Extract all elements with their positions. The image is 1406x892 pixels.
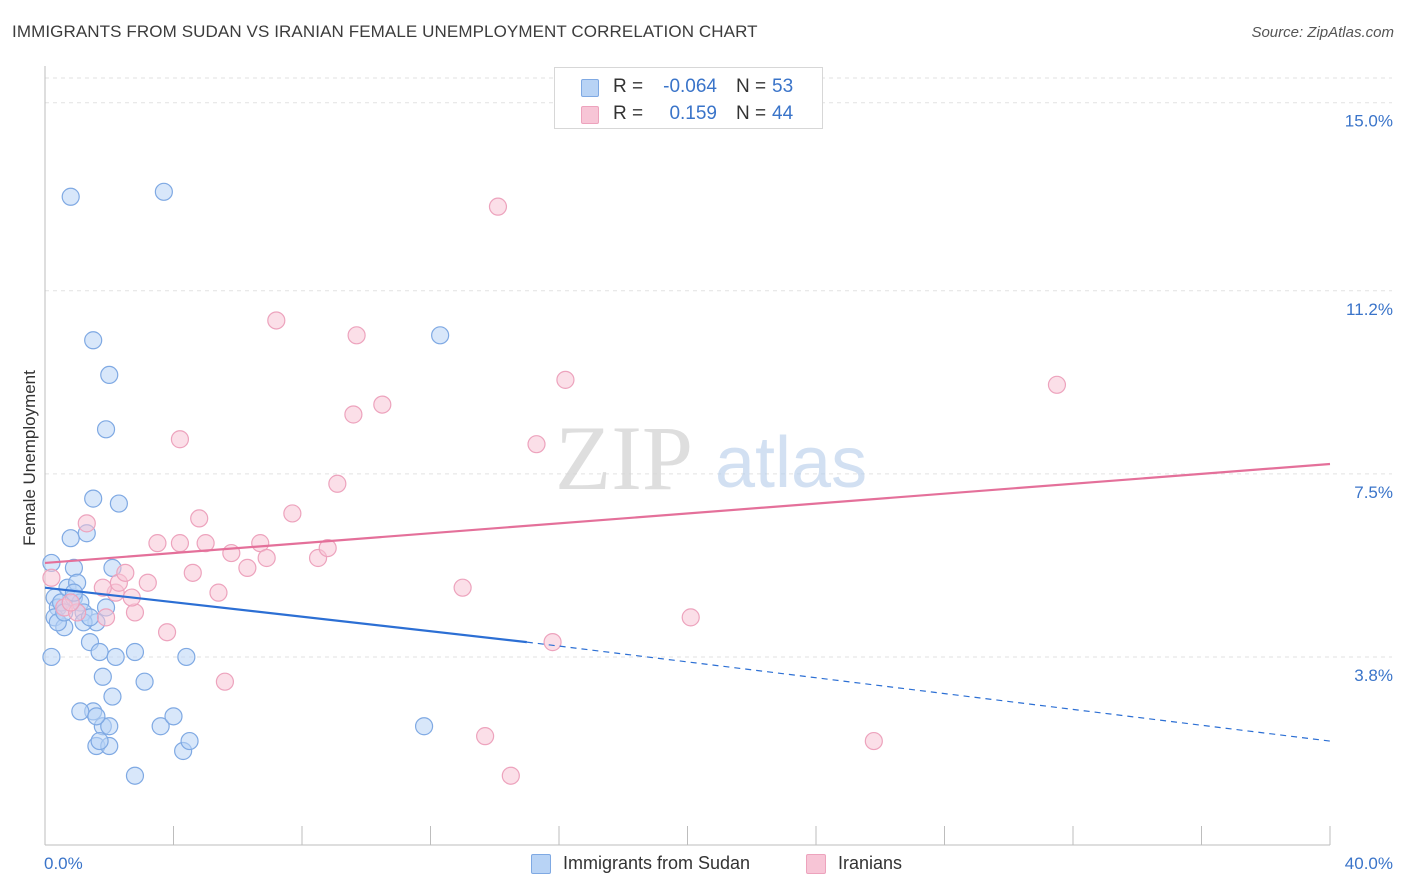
data-point-iranians xyxy=(183,563,202,582)
data-point-sudan xyxy=(154,182,173,201)
data-point-sudan xyxy=(96,420,116,439)
data-point-sudan xyxy=(125,766,145,785)
watermark: ZIP atlas xyxy=(555,407,867,509)
y-tick-label: 15.0% xyxy=(1345,112,1393,131)
data-point-iranians xyxy=(61,593,80,612)
trend-line-iranians xyxy=(44,462,1331,565)
chart-title: IMMIGRANTS FROM SUDAN VS IRANIAN FEMALE … xyxy=(12,22,758,41)
data-point-sudan xyxy=(100,365,119,385)
x-tick-label: 40.0% xyxy=(1345,854,1393,873)
data-point-sudan xyxy=(84,331,103,350)
data-point-iranians xyxy=(864,731,883,751)
data-point-iranians xyxy=(170,430,190,449)
data-point-sudan xyxy=(164,707,183,726)
data-point-iranians xyxy=(681,608,700,627)
bottom-legend-iranians: Iranians xyxy=(806,852,946,876)
data-point-iranians xyxy=(318,538,337,558)
data-point-sudan xyxy=(106,647,125,667)
data-point-iranians xyxy=(488,197,508,216)
data-point-iranians xyxy=(501,766,520,785)
n-label: N = xyxy=(736,103,767,124)
data-point-iranians xyxy=(215,672,234,691)
data-point-sudan xyxy=(87,707,106,726)
data-point-sudan xyxy=(61,529,80,548)
data-point-sudan xyxy=(125,642,145,662)
trend-layer xyxy=(44,462,1331,742)
data-point-sudan xyxy=(103,687,122,706)
legend-label-sudan: Immigrants from Sudan xyxy=(563,853,751,873)
legend-label-iranians: Iranians xyxy=(838,853,903,873)
r-value: -0.064 xyxy=(663,76,717,97)
data-point-iranians xyxy=(190,509,209,528)
r-value: 0.159 xyxy=(669,103,717,124)
data-point-iranians xyxy=(476,727,495,746)
x-tick-label: 0.0% xyxy=(44,854,83,873)
y-tick-label: 7.5% xyxy=(1354,483,1393,502)
n-value: 53 xyxy=(772,76,794,97)
points-layer xyxy=(42,182,1067,785)
data-point-iranians xyxy=(543,633,562,652)
tick-label-layer: 3.8% 7.5% 11.2% 15.0% 0.0% 40.0% xyxy=(44,112,1393,873)
data-point-iranians xyxy=(77,514,96,533)
data-point-iranians xyxy=(170,534,190,553)
bottom-legend-sudan: Immigrants from Sudan xyxy=(531,852,791,876)
data-point-iranians xyxy=(125,603,145,622)
data-point-iranians xyxy=(373,395,392,414)
n-value: 44 xyxy=(772,103,794,124)
data-point-sudan xyxy=(177,647,196,667)
data-point-sudan xyxy=(61,187,80,206)
data-point-sudan xyxy=(84,489,103,508)
watermark-atlas: atlas xyxy=(715,423,867,503)
data-point-iranians xyxy=(283,504,302,523)
legend-swatch-sudan xyxy=(581,79,599,97)
data-point-iranians xyxy=(556,370,575,389)
data-point-iranians xyxy=(96,608,116,627)
n-label: N = xyxy=(736,76,767,97)
data-point-iranians xyxy=(93,578,112,597)
axes-layer xyxy=(44,66,1331,846)
data-point-iranians xyxy=(267,311,286,330)
data-point-sudan xyxy=(93,667,112,686)
data-point-iranians xyxy=(328,474,347,493)
y-tick-label: 3.8% xyxy=(1354,666,1393,685)
data-point-sudan xyxy=(414,717,434,736)
data-point-sudan xyxy=(90,642,109,662)
y-tick-label: 11.2% xyxy=(1346,300,1393,319)
legend-swatch-iranians xyxy=(806,854,826,874)
correlation-legend: R = -0.064 N = 53 R = 0.159 N = 44 xyxy=(554,67,823,129)
data-point-iranians xyxy=(453,578,472,597)
data-point-iranians xyxy=(157,623,177,642)
data-point-iranians xyxy=(138,573,157,592)
data-point-iranians xyxy=(42,568,61,587)
data-point-iranians xyxy=(1047,375,1067,394)
data-point-iranians xyxy=(347,326,366,345)
data-point-iranians xyxy=(257,548,276,568)
data-point-sudan xyxy=(109,494,128,513)
data-point-sudan xyxy=(431,326,450,345)
legend-swatch-iranians xyxy=(581,106,599,124)
legend-row-sudan: R = -0.064 N = 53 xyxy=(555,75,824,101)
data-point-sudan xyxy=(180,731,199,751)
trend-line-sudan xyxy=(44,586,527,644)
data-point-iranians xyxy=(209,583,228,602)
data-point-iranians xyxy=(344,405,363,424)
data-point-iranians xyxy=(527,435,546,454)
data-point-sudan xyxy=(151,717,170,736)
data-point-sudan xyxy=(90,731,109,751)
data-point-sudan xyxy=(42,647,61,667)
watermark-zip: ZIP xyxy=(555,407,693,509)
data-point-sudan xyxy=(100,717,119,736)
r-label: R = xyxy=(613,76,644,97)
r-label: R = xyxy=(613,103,644,124)
legend-swatch-sudan xyxy=(531,854,551,874)
data-point-sudan xyxy=(71,702,90,721)
trend-line-dashed-sudan xyxy=(526,641,1331,742)
legend-row-iranians: R = 0.159 N = 44 xyxy=(555,102,824,128)
data-point-iranians xyxy=(148,534,167,553)
data-point-iranians xyxy=(116,563,135,582)
data-point-sudan xyxy=(135,672,154,691)
data-point-iranians xyxy=(238,558,257,577)
source-label: Source: ZipAtlas.com xyxy=(1251,24,1394,41)
